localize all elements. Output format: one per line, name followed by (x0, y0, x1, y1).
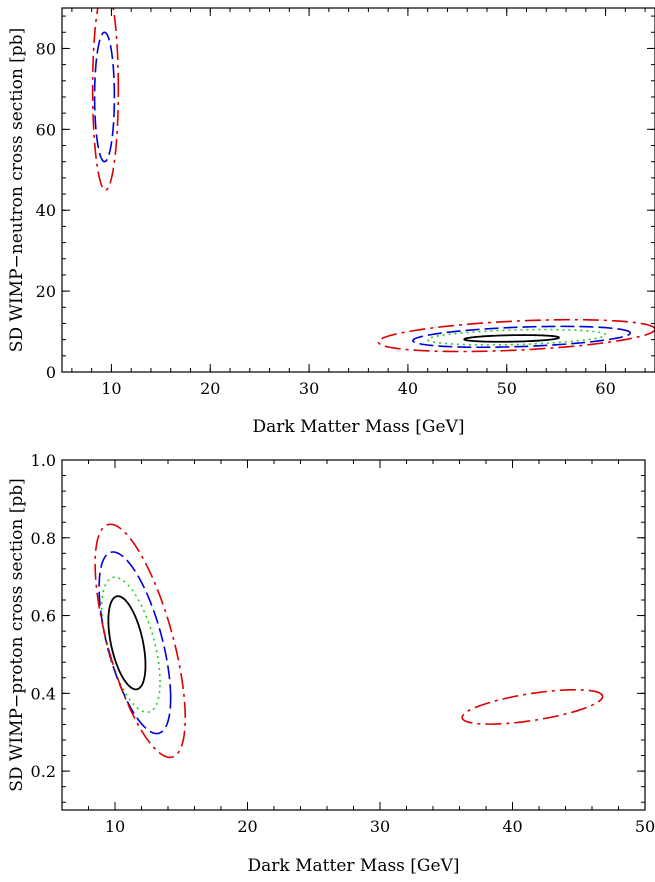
bottom-chart-frame (61, 459, 646, 811)
top-x-tick-label: 60 (595, 379, 615, 398)
top-x-tick-label: 50 (497, 379, 517, 398)
top-chart-x-axis-label: Dark Matter Mass [GeV] (253, 417, 465, 437)
bottom-chart-ticks: 10 20 30 40 50 0.2 0.4 0.6 0.8 1.0 (31, 451, 655, 836)
top-y-tick-label: 20 (36, 282, 56, 301)
top-contour-solid-1 (463, 334, 560, 343)
bottom-contour-dashed-1 (98, 551, 172, 735)
top-chart-frame (61, 7, 655, 373)
top-contour-dashed-1 (93, 31, 116, 163)
top-contour-dashdot-2 (377, 318, 655, 353)
top-chart-y-axis-label: SD WIMP−neutron cross section [pb] (7, 28, 27, 352)
bottom-x-tick-label: 30 (370, 817, 390, 836)
top-x-tick-label: 30 (299, 379, 319, 398)
bottom-x-tick-label: 20 (237, 817, 257, 836)
top-y-tick-label: 0 (46, 363, 56, 382)
bottom-contour-solid-1 (107, 595, 147, 691)
bottom-x-tick-label: 40 (502, 817, 522, 836)
top-y-tick-label: 80 (36, 39, 56, 58)
top-chart-contours (91, 8, 655, 353)
top-contour-dashdot-1 (91, 8, 120, 191)
top-x-tick-label: 40 (398, 379, 418, 398)
bottom-y-tick-label: 0.6 (31, 607, 56, 626)
bottom-y-tick-label: 0.4 (31, 684, 56, 703)
bottom-x-tick-label: 10 (105, 817, 125, 836)
bottom-chart-contours (94, 523, 604, 759)
bottom-contour-dashdot-2 (461, 688, 604, 725)
top-y-tick-label: 60 (36, 120, 56, 139)
top-chart: 10 20 30 40 50 60 0 20 40 60 80 Dark Matter Mass [… (7, 7, 655, 437)
bottom-x-tick-label: 50 (635, 817, 655, 836)
top-contour-dashed-2 (412, 325, 632, 349)
top-x-tick-label: 20 (200, 379, 220, 398)
bottom-contour-dashdot-1 (94, 523, 187, 759)
bottom-chart: 10 20 30 40 50 0.2 0.4 0.6 0.8 1.0 Dark Matter Ma… (7, 451, 655, 876)
bottom-chart-x-axis-label: Dark Matter Mass [GeV] (248, 856, 460, 876)
top-x-tick-label: 10 (101, 379, 121, 398)
top-chart-ticks: 10 20 30 40 50 60 0 20 40 60 80 (36, 8, 655, 398)
bottom-y-tick-label: 0.2 (31, 762, 56, 781)
bottom-y-tick-label: 1.0 (31, 451, 56, 470)
top-y-tick-label: 40 (36, 201, 56, 220)
bottom-chart-y-axis-label: SD WIMP−proton cross section [pb] (7, 478, 27, 792)
bottom-y-tick-label: 0.8 (31, 529, 56, 548)
